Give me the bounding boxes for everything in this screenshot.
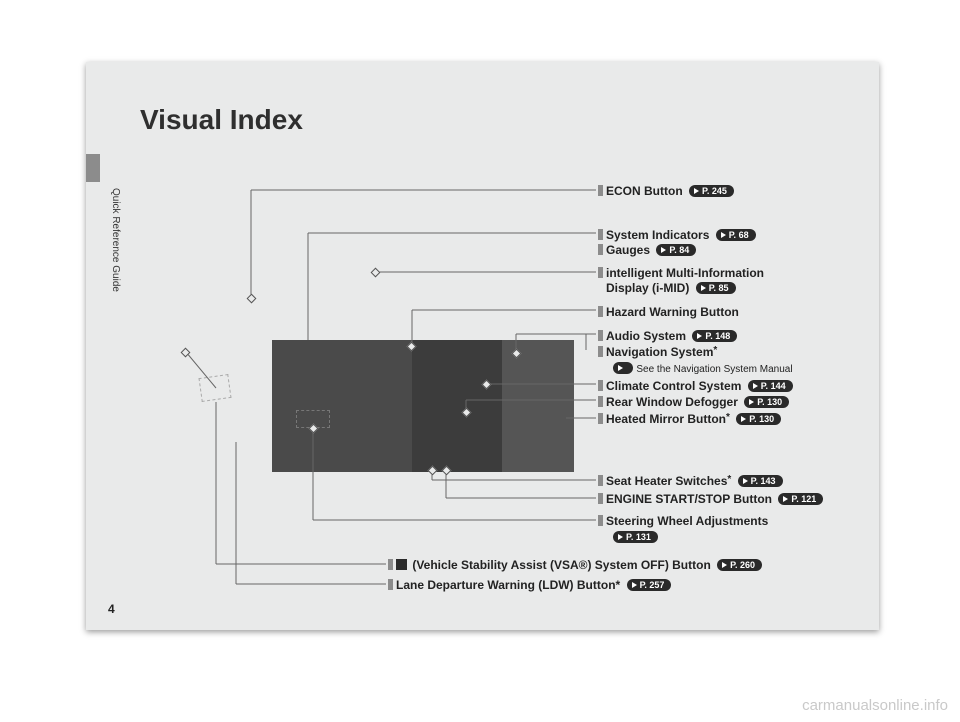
page-wrap: Quick Reference Guide Visual Index [0, 0, 960, 722]
callout-seat-heater: Seat Heater Switches* P. 143 [598, 474, 783, 488]
callout-label: ENGINE START/STOP Button [606, 492, 772, 506]
callout-label: Display (i-MID) [606, 281, 689, 295]
page-number: 4 [108, 602, 115, 616]
page-ref-pill: P. 68 [716, 229, 756, 241]
page-ref-pill: P. 131 [613, 531, 658, 543]
dashboard-side-box [198, 374, 231, 402]
manual-page: Quick Reference Guide Visual Index [86, 62, 879, 630]
callout-heated-mirror: Heated Mirror Button* P. 130 [598, 412, 781, 426]
callout-label: Gauges [606, 243, 650, 257]
callout-vsa-off: (Vehicle Stability Assist (VSA®) System … [388, 558, 762, 572]
callout-label: Lane Departure Warning (LDW) Button [396, 578, 616, 592]
callout-label: Steering Wheel Adjustments [606, 514, 768, 528]
dashboard-shade-1 [412, 340, 502, 472]
dashboard-shade-2 [502, 340, 574, 472]
callout-label: System Indicators [606, 228, 709, 242]
callout-audio: Audio System P. 148 [598, 329, 737, 343]
callout-subtext: See the Navigation System Manual [636, 364, 792, 375]
callout-label: Navigation System [606, 345, 713, 359]
page-ref-pill: P. 121 [778, 493, 823, 505]
callout-ldw: Lane Departure Warning (LDW) Button* P. … [388, 578, 671, 592]
callout-label: Rear Window Defogger [606, 395, 738, 409]
callout-label: ECON Button [606, 184, 683, 198]
callout-system-indicators: System Indicators P. 68 [598, 228, 756, 242]
leader-dot [371, 268, 381, 278]
page-ref-pill: P. 143 [738, 475, 783, 487]
page-title: Visual Index [140, 104, 303, 136]
watermark: carmanualsonline.info [802, 697, 948, 714]
side-label: Quick Reference Guide [110, 188, 121, 292]
callout-label: Hazard Warning Button [606, 305, 739, 319]
dashboard-figure [272, 340, 574, 472]
callout-imid-1: intelligent Multi-Information [598, 266, 764, 280]
callout-steering: Steering Wheel Adjustments P. 131 [598, 514, 768, 544]
page-ref-pill: P. 245 [689, 185, 734, 197]
callout-climate: Climate Control System P. 144 [598, 379, 793, 393]
callout-imid-2: Display (i-MID) P. 85 [606, 281, 736, 295]
callout-econ: ECON Button P. 245 [598, 184, 734, 198]
page-ref-pill: P. 130 [744, 396, 789, 408]
callout-engine-start: ENGINE START/STOP Button P. 121 [598, 492, 823, 506]
leader-dot [181, 348, 191, 358]
page-ref-pill: P. 257 [627, 579, 672, 591]
vsa-off-icon [396, 559, 407, 570]
page-ref-pill: P. 85 [696, 282, 736, 294]
page-ref-pill: P. 84 [656, 244, 696, 256]
callout-label: (Vehicle Stability Assist (VSA®) System … [412, 558, 710, 572]
callout-label: Audio System [606, 329, 686, 343]
page-ref-pill: P. 260 [717, 559, 762, 571]
page-ref-pill: P. 148 [692, 330, 737, 342]
page-ref-pill: P. 130 [736, 413, 781, 425]
page-ref-pill [613, 362, 633, 374]
callout-label: intelligent Multi-Information [606, 266, 764, 280]
callout-hazard: Hazard Warning Button [598, 305, 739, 319]
callout-rear-defogger: Rear Window Defogger P. 130 [598, 395, 789, 409]
callout-label: Seat Heater Switches [606, 474, 727, 488]
page-ref-pill: P. 144 [748, 380, 793, 392]
callout-gauges: Gauges P. 84 [598, 243, 696, 257]
callout-label: Climate Control System [606, 379, 741, 393]
side-tab [86, 154, 100, 182]
callout-label: Heated Mirror Button [606, 412, 726, 426]
callout-navigation: Navigation System* See the Navigation Sy… [598, 345, 793, 375]
leader-dot [247, 294, 257, 304]
